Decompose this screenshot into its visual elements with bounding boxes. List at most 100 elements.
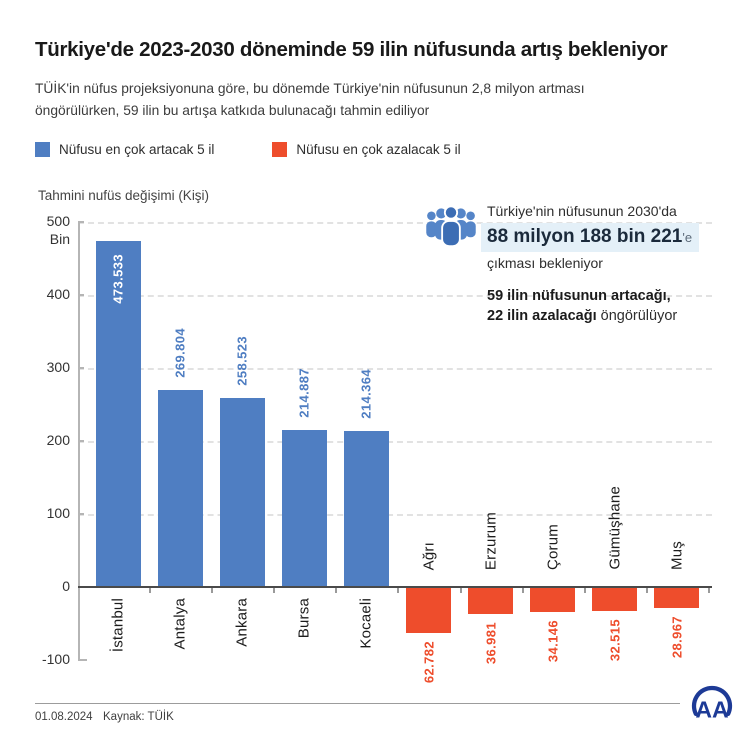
x-tick-7 bbox=[521, 587, 524, 593]
legend-label-increase: Nüfusu en çok artacak 5 il bbox=[59, 142, 215, 157]
bar-value-İstanbul: 473.533 bbox=[111, 254, 126, 309]
population-stat-highlight: 88 milyon 188 bin 221'e bbox=[481, 223, 700, 252]
category-label-Ankara-text: Ankara bbox=[233, 598, 251, 647]
bar-value-Ağrı: 62.782 bbox=[421, 641, 436, 688]
gridline-100 bbox=[78, 514, 712, 516]
x-tick-2 bbox=[211, 587, 214, 593]
bar-value-Erzurum-text: 36.981 bbox=[483, 621, 499, 665]
x-tick-8 bbox=[583, 587, 586, 593]
x-tick-5 bbox=[397, 587, 400, 593]
footer-source: Kaynak: TÜİK bbox=[103, 711, 174, 723]
category-label-Muş-text: Muş bbox=[668, 541, 686, 570]
x-tick-10 bbox=[707, 587, 710, 593]
category-label-Ağrı: Ağrı bbox=[420, 542, 437, 575]
bar-value-Kocaeli-text: 214.364 bbox=[358, 368, 374, 419]
legend-item-increase: Nüfusu en çok artacak 5 il bbox=[35, 142, 214, 157]
category-label-Bursa-text: Bursa bbox=[295, 598, 313, 639]
category-label-Ağrı-text: Ağrı bbox=[420, 541, 437, 570]
category-label-Erzurum: Erzurum bbox=[482, 512, 499, 575]
y-axis-unit-label: Bin bbox=[49, 231, 70, 247]
x-tick-1 bbox=[149, 587, 152, 593]
gridline-300 bbox=[78, 368, 712, 370]
bar-Çorum bbox=[530, 587, 576, 612]
category-label-Muş: Muş bbox=[668, 541, 685, 575]
category-label-Çorum: Çorum bbox=[544, 524, 561, 575]
population-stat-suffix: 'e bbox=[682, 230, 693, 245]
bar-Antalya bbox=[157, 390, 203, 587]
y-tick-label-0: 0 bbox=[62, 578, 70, 594]
bar-value-Muş: 28.967 bbox=[669, 616, 684, 663]
footer-divider bbox=[35, 703, 680, 704]
bar-value-Ankara: 258.523 bbox=[235, 336, 250, 391]
category-label-İstanbul: İstanbul bbox=[110, 598, 127, 657]
bar-Muş bbox=[654, 587, 700, 609]
x-tick-4 bbox=[335, 587, 338, 593]
info-bold-line-2: 22 ilin azalacağı öngörülüyor bbox=[487, 308, 737, 324]
category-label-İstanbul-text: İstanbul bbox=[109, 598, 127, 653]
y-tick-label--100: -100 bbox=[41, 651, 70, 667]
info-line-3: çıkması bekleniyor bbox=[487, 255, 603, 271]
gridline-500 bbox=[78, 222, 712, 224]
y-tick-label-100: 100 bbox=[46, 505, 70, 521]
bar-value-İstanbul-text: 473.533 bbox=[110, 254, 126, 305]
footer-date: 01.08.2024 bbox=[35, 711, 93, 723]
info-regular-part: öngörülüyor bbox=[596, 308, 678, 324]
bar-value-Antalya-text: 269.804 bbox=[172, 328, 188, 379]
category-label-Ankara: Ankara bbox=[234, 598, 251, 652]
svg-text:AA: AA bbox=[695, 697, 729, 723]
category-label-Gümüşhane: Gümüşhane bbox=[606, 486, 623, 575]
category-label-Kocaeli: Kocaeli bbox=[358, 598, 375, 654]
gridline-400 bbox=[78, 295, 712, 297]
info-bold-part: 22 ilin azalacağı bbox=[487, 308, 597, 324]
category-label-Antalya: Antalya bbox=[172, 598, 189, 654]
x-tick-6 bbox=[459, 587, 462, 593]
bar-Erzurum bbox=[468, 587, 514, 614]
category-label-Erzurum-text: Erzurum bbox=[482, 511, 500, 570]
bar-value-Gümüşhane-text: 32.515 bbox=[607, 618, 623, 661]
legend-label-decrease: Nüfusu en çok azalacak 5 il bbox=[296, 142, 461, 157]
category-label-Antalya-text: Antalya bbox=[171, 598, 189, 650]
bar-value-Ankara-text: 258.523 bbox=[234, 336, 250, 387]
bar-value-Muş-text: 28.967 bbox=[669, 616, 685, 659]
bar-value-Gümüşhane: 32.515 bbox=[607, 619, 622, 666]
legend-item-decrease: Nüfusu en çok azalacak 5 il bbox=[272, 142, 461, 157]
x-tick-3 bbox=[273, 587, 276, 593]
info-panel: Türkiye'nin nüfusunun 2030'da 88 milyon … bbox=[481, 203, 737, 324]
people-group-icon bbox=[423, 205, 479, 254]
subtitle-line-1: TÜİK'in nüfus projeksiyonuna göre, bu dö… bbox=[35, 81, 585, 96]
subtitle-line-2: öngörülürken, 59 ilin bu artışa katkıda … bbox=[35, 103, 430, 119]
bar-value-Çorum: 34.146 bbox=[545, 620, 560, 667]
gridline-200 bbox=[78, 441, 712, 443]
bar-Ağrı bbox=[406, 587, 451, 633]
bar-value-Bursa: 214.887 bbox=[297, 368, 312, 423]
category-label-Gümüşhane-text: Gümüşhane bbox=[606, 486, 624, 570]
legend-swatch-blue bbox=[35, 142, 50, 157]
bar-Bursa bbox=[281, 430, 327, 587]
info-bold-line-1: 59 ilin nüfusunun artacağı, bbox=[487, 288, 671, 304]
bar-value-Bursa-text: 214.887 bbox=[296, 368, 312, 419]
bar-value-Antalya: 269.804 bbox=[173, 328, 188, 383]
y-tick-200 bbox=[78, 440, 84, 442]
zero-baseline bbox=[78, 586, 712, 588]
y-tick-300 bbox=[78, 367, 84, 369]
bar-value-Erzurum: 36.981 bbox=[483, 622, 498, 669]
y-tick--100 bbox=[78, 659, 84, 661]
category-label-Çorum-text: Çorum bbox=[544, 523, 562, 570]
y-tick-label-400: 400 bbox=[46, 286, 70, 302]
bar-value-Kocaeli: 214.364 bbox=[359, 369, 374, 424]
info-line-1: Türkiye'nin nüfusunun 2030'da bbox=[487, 203, 677, 219]
y-tick-400 bbox=[78, 294, 84, 296]
bar-İstanbul bbox=[95, 241, 141, 587]
bar-value-Çorum-text: 34.146 bbox=[545, 619, 561, 663]
bar-Ankara bbox=[219, 398, 265, 587]
category-label-Bursa: Bursa bbox=[296, 598, 313, 643]
bar-Kocaeli bbox=[343, 430, 389, 587]
y-tick-label-500: 500 bbox=[46, 213, 70, 229]
category-label-Kocaeli-text: Kocaeli bbox=[357, 598, 375, 649]
x-tick-9 bbox=[645, 587, 648, 593]
population-stat-number: 88 milyon 188 bin 221 bbox=[487, 226, 683, 247]
y-tick-label-300: 300 bbox=[46, 359, 70, 375]
page-subtitle: TÜİK'in nüfus projeksiyonuna göre, bu dö… bbox=[35, 78, 685, 123]
